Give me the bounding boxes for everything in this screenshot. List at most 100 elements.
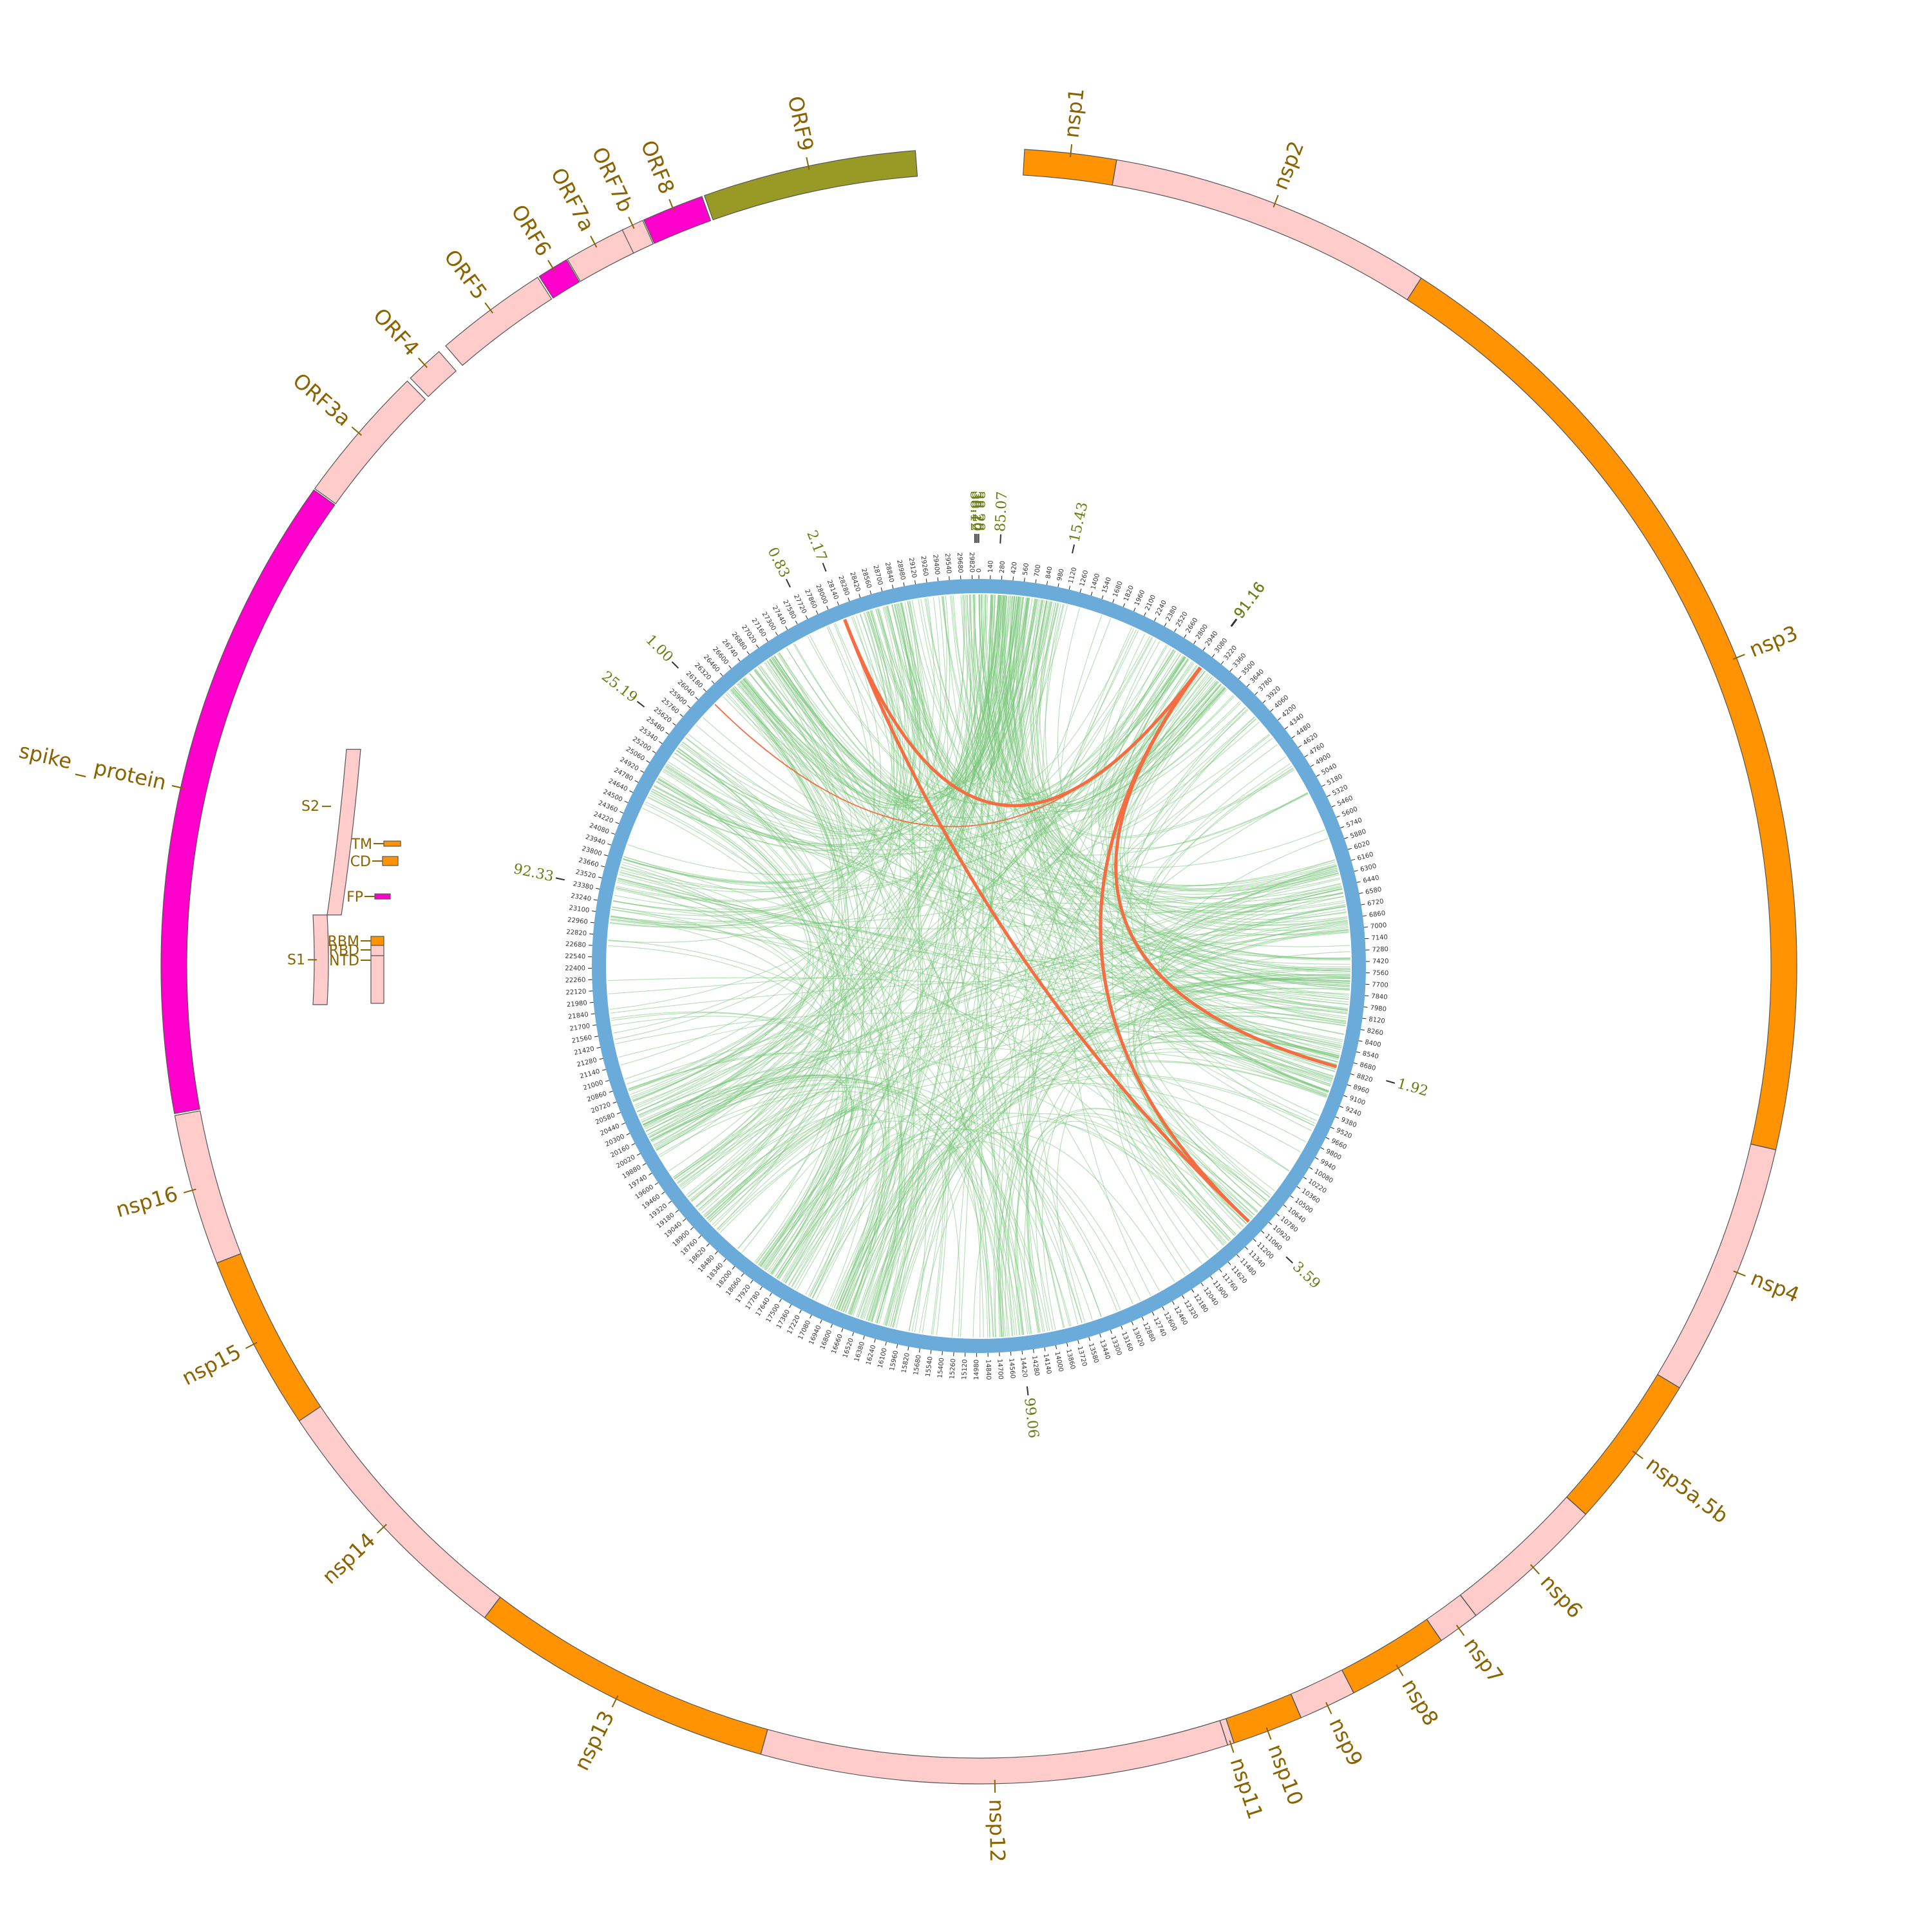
gene-label-nsp7: nsp7 — [1459, 1633, 1508, 1687]
spike-domain-rbm — [370, 936, 384, 946]
link — [647, 596, 1012, 1135]
link — [739, 681, 866, 1267]
link — [1135, 1036, 1338, 1213]
link — [850, 1141, 1102, 1317]
position-tick-label: 980 — [1056, 568, 1066, 582]
position-tick — [1343, 1095, 1348, 1097]
link — [690, 1109, 960, 1338]
interaction-links — [607, 594, 1351, 1338]
link — [851, 616, 1350, 974]
link — [1122, 677, 1348, 1011]
position-tick-label: 21140 — [579, 1068, 601, 1080]
link — [785, 1083, 1301, 1283]
link — [1010, 596, 1350, 970]
gene-arc-nsp16 — [174, 1110, 242, 1264]
position-tick-label: 7560 — [1372, 970, 1389, 977]
spike-domain-label-tm: TM — [351, 837, 372, 853]
value-label-tick — [1285, 1256, 1293, 1264]
value-label: 38.28 — [971, 491, 987, 531]
value-label-tick — [1072, 544, 1075, 554]
link — [651, 866, 1338, 1142]
link — [1001, 595, 1329, 1094]
link — [706, 687, 850, 1220]
link — [778, 1112, 1227, 1280]
value-label-tick — [999, 534, 1001, 544]
position-tick — [1236, 1254, 1240, 1258]
position-tick — [654, 1182, 659, 1186]
link — [811, 596, 1016, 1298]
position-tick-label: 1820 — [1122, 585, 1135, 603]
position-tick-label: 140 — [987, 560, 995, 573]
gene-label-nsp4: nsp4 — [1747, 1266, 1803, 1307]
link — [788, 594, 989, 1285]
value-label-tick — [1386, 1080, 1396, 1084]
link — [773, 603, 921, 799]
position-tick — [1144, 612, 1146, 616]
gene-tick-nsp10 — [1265, 1727, 1272, 1740]
gene-label-nsp14: nsp14 — [317, 1528, 380, 1589]
link — [712, 924, 1349, 1226]
link — [656, 659, 852, 851]
position-tick — [1122, 603, 1125, 607]
link — [615, 887, 873, 1306]
position-tick — [1210, 1276, 1213, 1280]
position-tick — [1200, 1282, 1204, 1287]
highlight-link — [714, 667, 1201, 828]
position-tick — [750, 1280, 753, 1283]
link — [838, 969, 1350, 1311]
link — [630, 801, 809, 1095]
gene-arc-nsp8 — [1341, 1618, 1442, 1694]
link — [649, 966, 1351, 1139]
position-tick — [605, 1080, 609, 1082]
gene-label-orf9: ORF9 — [783, 94, 819, 153]
gene-label-nsp9: nsp9 — [1324, 1714, 1367, 1770]
position-tick-label: 4900 — [1314, 752, 1332, 767]
link — [841, 598, 1037, 1312]
position-tick-label: 14700 — [996, 1359, 1004, 1379]
value-label: 1.00 — [642, 632, 676, 665]
position-tick — [1227, 1262, 1231, 1265]
link — [1021, 598, 1271, 1198]
link — [618, 1021, 804, 1112]
link — [644, 803, 1025, 1335]
gene-arc-orf9 — [703, 150, 918, 221]
value-label: 15.43 — [1066, 500, 1091, 544]
position-tick — [775, 632, 778, 636]
position-tick — [1303, 1177, 1307, 1180]
link — [1026, 684, 1222, 1333]
value-label: 92.33 — [512, 861, 555, 885]
gene-tick-orf6 — [547, 260, 556, 272]
position-tick-label: 21560 — [571, 1034, 592, 1045]
position-tick-label: 14840 — [984, 1359, 992, 1380]
link — [1107, 684, 1255, 835]
gene-arc-orf7b — [621, 220, 654, 254]
link — [1098, 663, 1249, 828]
position-tick-label: 21280 — [576, 1057, 598, 1068]
gene-tick-nsp13 — [611, 1695, 619, 1708]
gene-label-orf5: ORF5 — [439, 245, 492, 304]
gene-label-nsp2: nsp2 — [1268, 138, 1309, 193]
position-tick — [1321, 784, 1325, 787]
position-tick — [1182, 1295, 1185, 1299]
position-tick — [1270, 708, 1274, 712]
gene-tick-nsp15 — [245, 1341, 258, 1349]
highlight-link — [1099, 667, 1250, 1223]
link — [980, 594, 1003, 1337]
position-tick — [1057, 583, 1059, 587]
position-tick-label: 6020 — [1353, 840, 1371, 851]
spike-subunit-s1 — [312, 914, 329, 1005]
gene-label-nsp3: nsp3 — [1746, 621, 1801, 662]
position-tick — [1202, 647, 1206, 651]
link — [688, 734, 1350, 959]
position-tick — [1350, 1074, 1355, 1075]
spike-subunit-label-s1: S1 — [287, 952, 305, 968]
link — [1154, 974, 1350, 1132]
position-tick — [1363, 1007, 1368, 1008]
link — [620, 596, 1012, 890]
highlight-link — [843, 619, 1250, 1223]
link — [888, 603, 1064, 1327]
link — [619, 611, 895, 893]
position-tick — [1246, 683, 1250, 687]
link — [643, 1023, 1340, 1126]
link — [941, 596, 1329, 1092]
